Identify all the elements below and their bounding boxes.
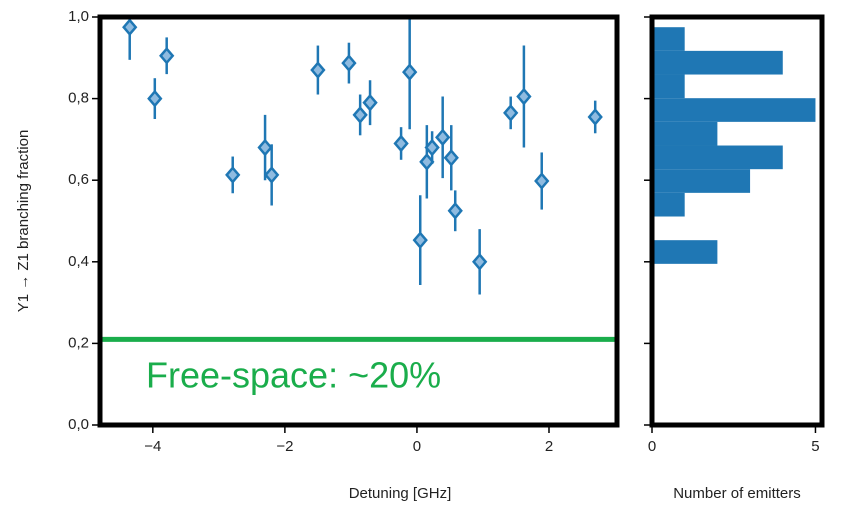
y-axis-label: Y1 → Z1 branching fraction [15, 130, 32, 313]
point [352, 105, 368, 124]
point [424, 138, 440, 157]
bar [652, 121, 718, 146]
plot-frame [649, 14, 825, 428]
bar [652, 169, 751, 193]
y-tick-label: 0,2 [68, 334, 89, 351]
bar [652, 240, 718, 264]
point [412, 231, 428, 250]
x-tick-label: −4 [144, 438, 161, 455]
x-axis-label: Detuning [GHz] [349, 485, 452, 502]
y-tick-label: 0,0 [68, 416, 89, 433]
point [534, 172, 550, 190]
annotation: Free-space: ~20% [146, 355, 441, 396]
point [159, 46, 175, 65]
point [393, 134, 409, 153]
bar [652, 50, 783, 75]
y-tick-label: 0,4 [68, 253, 89, 270]
y-tick-label: 0,8 [68, 90, 89, 107]
bar [652, 74, 685, 99]
point [435, 128, 451, 147]
point [362, 93, 378, 112]
y-tick-label: 0,6 [68, 171, 89, 188]
point [419, 152, 435, 171]
point [310, 61, 326, 79]
x-tick-label: 0 [648, 438, 656, 455]
point [122, 18, 138, 37]
bar [652, 145, 783, 170]
point [225, 165, 241, 184]
x-tick-label: 2 [545, 438, 553, 455]
bar [652, 98, 816, 122]
bar [652, 192, 685, 217]
point [472, 252, 488, 271]
x-tick-label: 5 [811, 438, 819, 455]
point [341, 54, 357, 73]
x-axis-label: Number of emitters [673, 485, 801, 502]
y-tick-label: 1,0 [68, 8, 89, 25]
plot-frame [97, 14, 620, 428]
bar [652, 27, 685, 51]
point [447, 201, 463, 220]
point [443, 148, 459, 167]
point [516, 87, 532, 106]
point [147, 89, 163, 108]
point [587, 108, 603, 126]
x-tick-label: 0 [413, 438, 421, 455]
point [402, 63, 418, 82]
x-tick-label: −2 [276, 438, 293, 455]
point [503, 103, 519, 122]
point [257, 138, 273, 157]
point [264, 165, 280, 184]
